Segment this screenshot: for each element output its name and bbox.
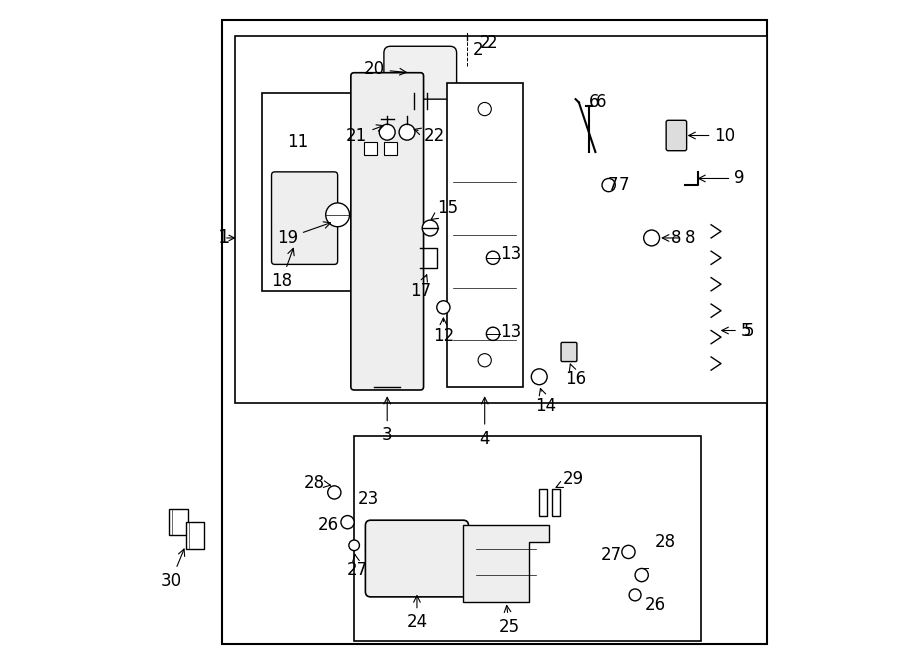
Circle shape [349, 540, 359, 551]
Text: 12: 12 [433, 318, 454, 345]
Circle shape [486, 251, 500, 264]
Text: 4: 4 [480, 397, 490, 447]
Circle shape [602, 178, 616, 192]
Text: 25: 25 [499, 605, 520, 636]
FancyBboxPatch shape [222, 20, 768, 644]
FancyBboxPatch shape [235, 36, 768, 403]
Text: 28: 28 [303, 473, 330, 492]
Circle shape [478, 354, 491, 367]
Text: 13: 13 [500, 323, 521, 341]
Text: 5: 5 [722, 321, 752, 340]
Bar [553, 489, 561, 516]
FancyBboxPatch shape [169, 509, 187, 535]
FancyBboxPatch shape [355, 436, 701, 641]
Text: 18: 18 [271, 249, 294, 290]
Text: 1: 1 [218, 229, 230, 247]
Text: 5: 5 [744, 321, 754, 340]
Circle shape [328, 486, 341, 499]
Text: 23: 23 [357, 490, 379, 508]
Text: 29: 29 [556, 470, 583, 488]
Text: 19: 19 [277, 222, 330, 247]
Text: 3: 3 [382, 397, 392, 444]
Text: 21: 21 [346, 125, 383, 145]
Text: 6: 6 [596, 93, 606, 112]
Polygon shape [464, 525, 549, 602]
Text: 11: 11 [287, 133, 309, 151]
FancyBboxPatch shape [185, 522, 204, 549]
FancyBboxPatch shape [272, 172, 338, 264]
Text: 24: 24 [407, 596, 428, 631]
Text: 13: 13 [500, 245, 521, 264]
Text: 27: 27 [600, 546, 622, 564]
FancyBboxPatch shape [561, 342, 577, 362]
Text: 27: 27 [346, 555, 368, 578]
Text: 2: 2 [486, 34, 497, 52]
Circle shape [635, 568, 648, 582]
Circle shape [478, 102, 491, 116]
Circle shape [379, 124, 395, 140]
Circle shape [326, 203, 349, 227]
Text: 14: 14 [536, 389, 556, 414]
Text: 8: 8 [662, 229, 695, 247]
Text: 7: 7 [608, 176, 617, 194]
Circle shape [486, 327, 500, 340]
Circle shape [531, 369, 547, 385]
Text: 22: 22 [414, 126, 445, 145]
FancyBboxPatch shape [666, 120, 687, 151]
Circle shape [422, 220, 438, 236]
Text: 15: 15 [431, 199, 458, 219]
Circle shape [399, 124, 415, 140]
Text: 20: 20 [364, 60, 406, 79]
Text: 17: 17 [410, 275, 431, 300]
FancyBboxPatch shape [262, 93, 377, 291]
Text: 2: 2 [480, 34, 491, 52]
FancyBboxPatch shape [351, 73, 424, 390]
Text: 28: 28 [655, 533, 676, 551]
Text: 16: 16 [565, 364, 586, 388]
Bar [364, 142, 377, 155]
Text: 30: 30 [160, 549, 184, 590]
Text: 10: 10 [688, 126, 735, 145]
Circle shape [341, 516, 355, 529]
Text: 26: 26 [318, 516, 339, 535]
Circle shape [436, 301, 450, 314]
Text: 6: 6 [589, 93, 599, 112]
FancyBboxPatch shape [446, 83, 523, 387]
Text: 9: 9 [698, 169, 744, 188]
Circle shape [644, 230, 660, 246]
Text: 2: 2 [473, 40, 484, 59]
FancyBboxPatch shape [365, 520, 469, 597]
Circle shape [622, 545, 635, 559]
Text: 8: 8 [670, 229, 681, 247]
FancyBboxPatch shape [384, 46, 456, 99]
Bar [539, 489, 547, 516]
Bar [384, 142, 397, 155]
Circle shape [629, 589, 641, 601]
Text: 7: 7 [618, 176, 629, 194]
Text: 26: 26 [645, 596, 666, 614]
